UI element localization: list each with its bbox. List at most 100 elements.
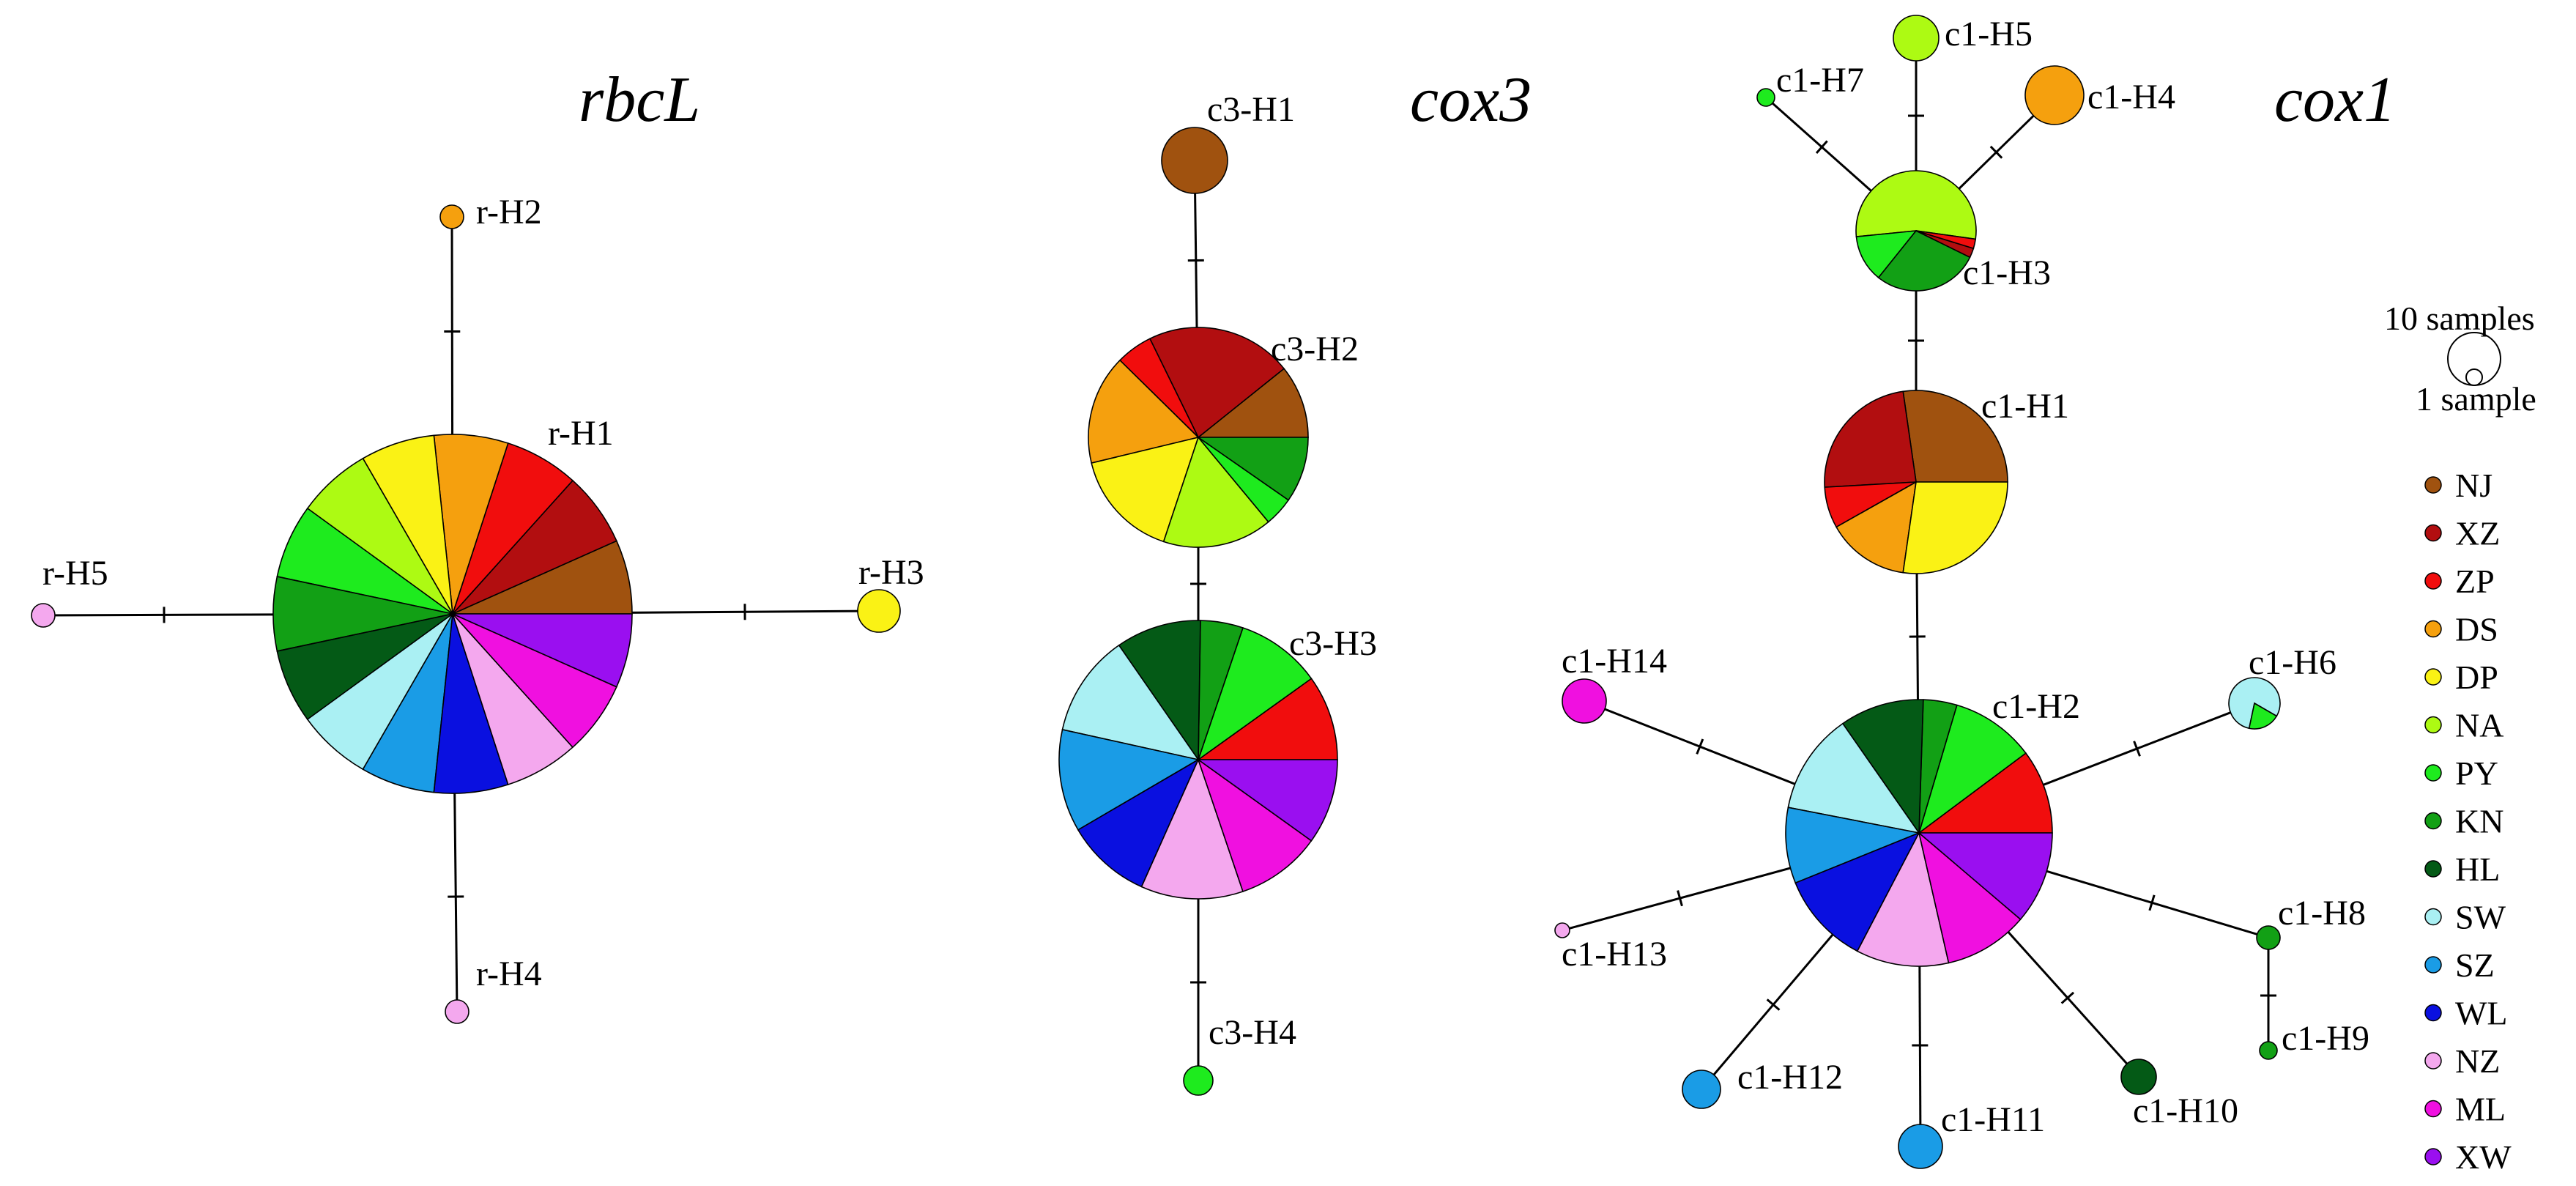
label-c1-h6: c1-H6	[2249, 643, 2336, 682]
haplotype-node-c1-h12	[1682, 1070, 1721, 1109]
slice-ML	[1562, 678, 1607, 724]
legend-swatch-dp	[2424, 668, 2442, 686]
haplotype-node-c1-h4	[2024, 65, 2085, 125]
legend-label-py: PY	[2455, 755, 2498, 792]
slice-DP	[857, 589, 901, 633]
label-r-h3: r-H3	[858, 553, 924, 592]
slice-PY	[1183, 1065, 1214, 1096]
label-r-h5: r-H5	[42, 554, 108, 593]
haplotype-node-c1-h14	[1562, 678, 1607, 724]
mutation-tick	[2148, 894, 2156, 911]
legend: 10 samples 1 sample NJ XZ ZP DS DP NA PY KN HL SW…	[2384, 300, 2536, 1176]
legend-population-list: NJ XZ ZP DS DP NA PY KN HL SW SZ WL NZ ML XW	[2424, 467, 2512, 1176]
slice-HL	[1118, 620, 1201, 762]
legend-label-na: NA	[2455, 707, 2503, 744]
slice-NZ	[31, 603, 56, 628]
legend-size-large-circle	[2447, 332, 2501, 386]
slice-NA	[1893, 15, 1940, 62]
slice-ML	[1197, 757, 1313, 892]
label-c1-h8: c1-H8	[2278, 894, 2366, 933]
haplotype-node-c1-h2	[1785, 699, 2053, 967]
haplotype-node-c3-h3	[1058, 620, 1338, 900]
slice-SZ	[1785, 807, 1921, 884]
label-c1-h1: c1-H1	[1981, 387, 2069, 426]
label-r-h2: r-H2	[476, 193, 542, 231]
label-c1-h3: c1-H3	[1963, 253, 2051, 292]
legend-label-ds: DS	[2455, 611, 2498, 648]
slice-NZ	[1554, 922, 1570, 938]
slice-XZ	[1824, 390, 1917, 488]
label-c3-h3: c3-H3	[1289, 624, 1377, 663]
slice-PY	[1756, 88, 1775, 107]
legend-swatch-wl	[2424, 1004, 2442, 1022]
haplotype-node-c1-h1	[1824, 390, 2008, 574]
label-c3-h4: c3-H4	[1209, 1013, 1296, 1052]
rbcl-panel-title: rbcL	[579, 64, 700, 136]
haplotype-node-c1-h9	[2259, 1041, 2278, 1060]
haplotype-node-r-h5	[31, 603, 56, 628]
legend-label-sw: SW	[2455, 899, 2506, 936]
legend-label-wl: WL	[2455, 995, 2508, 1032]
legend-swatch-nj	[2424, 476, 2442, 494]
haplotype-node-r-h2	[439, 204, 464, 229]
legend-label-xz: XZ	[2455, 515, 2500, 552]
slice-PY	[1918, 704, 2027, 835]
slice-ZP	[1196, 678, 1338, 760]
haplotype-node-r-h4	[445, 999, 469, 1024]
legend-size-large-label: 10 samples	[2384, 300, 2535, 337]
slice-PY	[1855, 230, 1918, 279]
slice-SZ	[1682, 1070, 1721, 1109]
slice-SW	[1787, 722, 1920, 834]
mutation-tick	[1815, 140, 1828, 154]
label-c1-h2: c1-H2	[1992, 687, 2080, 726]
slice-DP	[1902, 481, 2008, 574]
cox1-panel-title: cox1	[2274, 64, 2396, 136]
slice-XW	[1196, 759, 1338, 842]
haplotype-node-c1-h7	[1756, 88, 1775, 107]
mutation-tick	[2133, 741, 2141, 757]
legend-swatch-sw	[2424, 908, 2442, 926]
slice-ML	[1918, 831, 2022, 964]
slice-NA	[1855, 170, 1977, 240]
slice-WL	[1794, 831, 1920, 952]
legend-swatch-ds	[2424, 620, 2442, 638]
slice-DS	[1836, 481, 1918, 574]
label-c1-h7: c1-H7	[1776, 61, 1864, 100]
slice-NZ	[1140, 757, 1244, 900]
legend-swatch-ml	[2424, 1100, 2442, 1118]
haplotype-node-c3-h4	[1183, 1065, 1214, 1096]
mutation-tick	[1989, 145, 2003, 159]
haplotype-node-c1-h10	[2120, 1059, 2157, 1095]
slice-NJ	[1196, 368, 1309, 438]
mutation-tick	[1766, 998, 1781, 1011]
label-r-h4: r-H4	[476, 955, 542, 993]
slice-ZP	[1917, 752, 2053, 834]
legend-label-zp: ZP	[2455, 563, 2495, 600]
label-c1-h11: c1-H11	[1941, 1100, 2045, 1139]
slice-SZ	[1058, 729, 1200, 831]
label-c3-h2: c3-H2	[1271, 330, 1359, 368]
slice-NJ	[1161, 127, 1228, 194]
legend-swatch-kn	[2424, 812, 2442, 830]
mutation-tick	[1677, 890, 1683, 907]
mutation-tick	[1696, 738, 1704, 755]
slice-DS	[1088, 359, 1200, 464]
slice-XW	[452, 613, 633, 688]
slice-KN	[1877, 229, 1971, 292]
slice-KN	[2259, 1041, 2278, 1060]
legend-size-small-label: 1 sample	[2416, 380, 2536, 418]
slice-ZP	[1915, 230, 1977, 250]
haplotype-node-c1-h5	[1893, 15, 1940, 62]
legend-swatch-na	[2424, 716, 2442, 734]
legend-label-nz: NZ	[2455, 1042, 2500, 1080]
legend-label-hl: HL	[2455, 850, 2500, 888]
haplotype-node-c1-h13	[1554, 922, 1570, 938]
slice-HL	[1841, 699, 1924, 835]
legend-swatch-xz	[2424, 524, 2442, 542]
legend-label-kn: KN	[2455, 803, 2503, 840]
slice-XW	[1917, 832, 2053, 921]
slice-NZ	[1856, 831, 1950, 967]
label-c1-h5: c1-H5	[1945, 15, 2033, 53]
haplotype-node-c1-h11	[1898, 1124, 1943, 1169]
